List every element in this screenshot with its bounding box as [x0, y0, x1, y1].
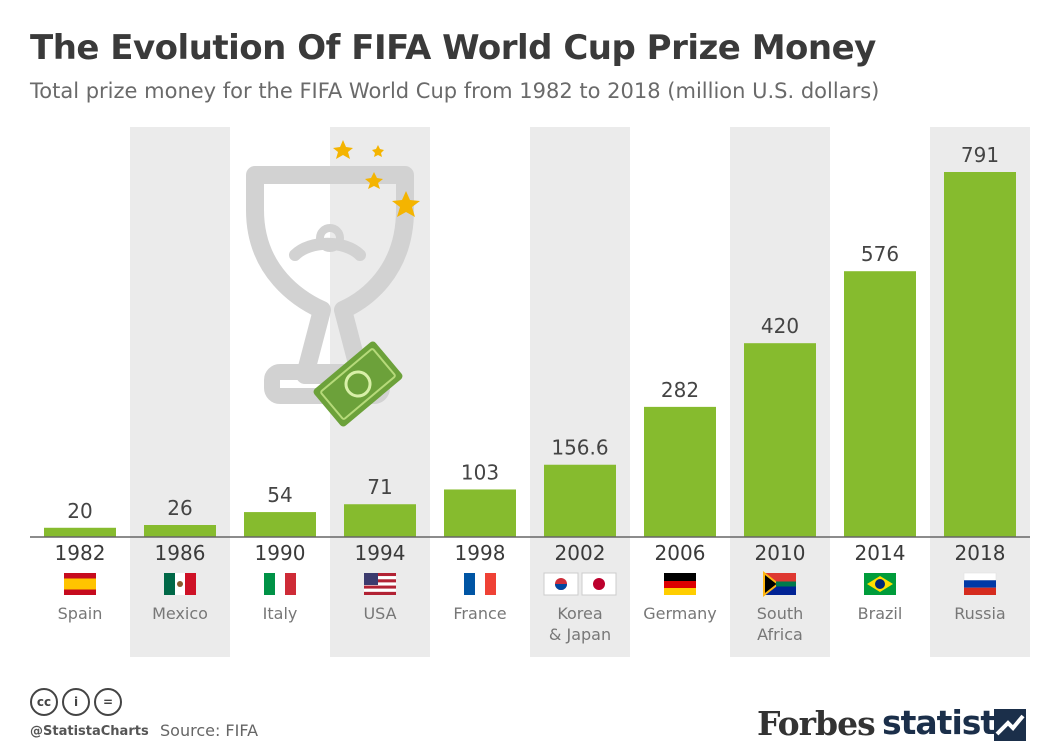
year-tick-label: 1998 — [455, 541, 506, 565]
column-band — [130, 127, 230, 657]
host-country-label: & Japan — [549, 625, 611, 644]
money-bill-icon — [313, 341, 403, 427]
creative-commons-icons: cc i = — [30, 688, 122, 716]
host-country-label: USA — [363, 604, 396, 623]
value-label: 71 — [367, 475, 392, 499]
year-tick-label: 2010 — [755, 541, 806, 565]
host-country-label: South — [757, 604, 804, 623]
bar-1998[interactable] — [444, 489, 516, 537]
statista-handle[interactable]: @StatistaCharts — [30, 724, 149, 739]
flag-icon — [464, 573, 496, 595]
bar-1986[interactable] — [144, 525, 216, 537]
flag-icon — [864, 573, 896, 595]
bar-2018[interactable] — [944, 172, 1016, 537]
no-derivatives-icon: = — [94, 688, 122, 716]
value-label: 26 — [167, 496, 192, 520]
year-tick-label: 2014 — [855, 541, 906, 565]
column-band — [530, 127, 630, 657]
host-country-label: Italy — [263, 604, 298, 623]
star-icons — [333, 140, 420, 217]
bar-2014[interactable] — [844, 271, 916, 537]
year-tick-label: 2006 — [655, 541, 706, 565]
value-label: 54 — [267, 483, 292, 507]
year-tick-label: 1994 — [355, 541, 406, 565]
host-country-label: Germany — [643, 604, 717, 623]
value-label: 20 — [67, 499, 92, 523]
value-label: 282 — [661, 378, 699, 402]
bar-1990[interactable] — [244, 512, 316, 537]
host-country-label: Africa — [757, 625, 803, 644]
host-country-label: France — [453, 604, 506, 623]
chart-title: The Evolution Of FIFA World Cup Prize Mo… — [30, 28, 876, 68]
year-tick-label: 2018 — [955, 541, 1006, 565]
source-note: Source: FIFA — [160, 721, 259, 740]
year-tick-label: 2002 — [555, 541, 606, 565]
flag-icon — [264, 573, 296, 595]
host-country-label: Brazil — [858, 604, 903, 623]
bar-1982[interactable] — [44, 527, 116, 537]
bar-2002[interactable] — [544, 464, 616, 537]
host-country-label: Spain — [58, 604, 103, 623]
bar-1994[interactable] — [344, 504, 416, 537]
host-country-label: Korea — [557, 604, 602, 623]
flag-icon — [364, 573, 396, 595]
value-label: 576 — [861, 242, 899, 266]
chart-subtitle: Total prize money for the FIFA World Cup… — [30, 79, 880, 103]
flag-icon — [164, 573, 196, 595]
host-country-label: Mexico — [152, 604, 208, 623]
year-tick-label: 1986 — [155, 541, 206, 565]
flag-icon — [64, 573, 96, 595]
cc-icon: cc — [30, 688, 58, 716]
bar-2010[interactable] — [744, 343, 816, 537]
chart-area: 20 26 54 71 103 156.6 282 420 576 791 1982 Spain 19… — [30, 127, 1030, 657]
value-label: 103 — [461, 460, 499, 484]
flag-icon — [664, 573, 696, 595]
host-country-label: Russia — [954, 604, 1005, 623]
bar-2006[interactable] — [644, 406, 716, 537]
forbes-logo: Forbes — [757, 704, 876, 743]
statista-logo-icon — [994, 709, 1026, 741]
value-label: 420 — [761, 314, 799, 338]
flag-icon — [543, 572, 617, 596]
value-label: 156.6 — [551, 436, 608, 460]
value-label: 791 — [961, 143, 999, 167]
flag-icon — [763, 570, 796, 598]
year-tick-label: 1982 — [55, 541, 106, 565]
year-tick-label: 1990 — [255, 541, 306, 565]
attribution-icon: i — [62, 688, 90, 716]
flag-icon — [963, 572, 997, 595]
